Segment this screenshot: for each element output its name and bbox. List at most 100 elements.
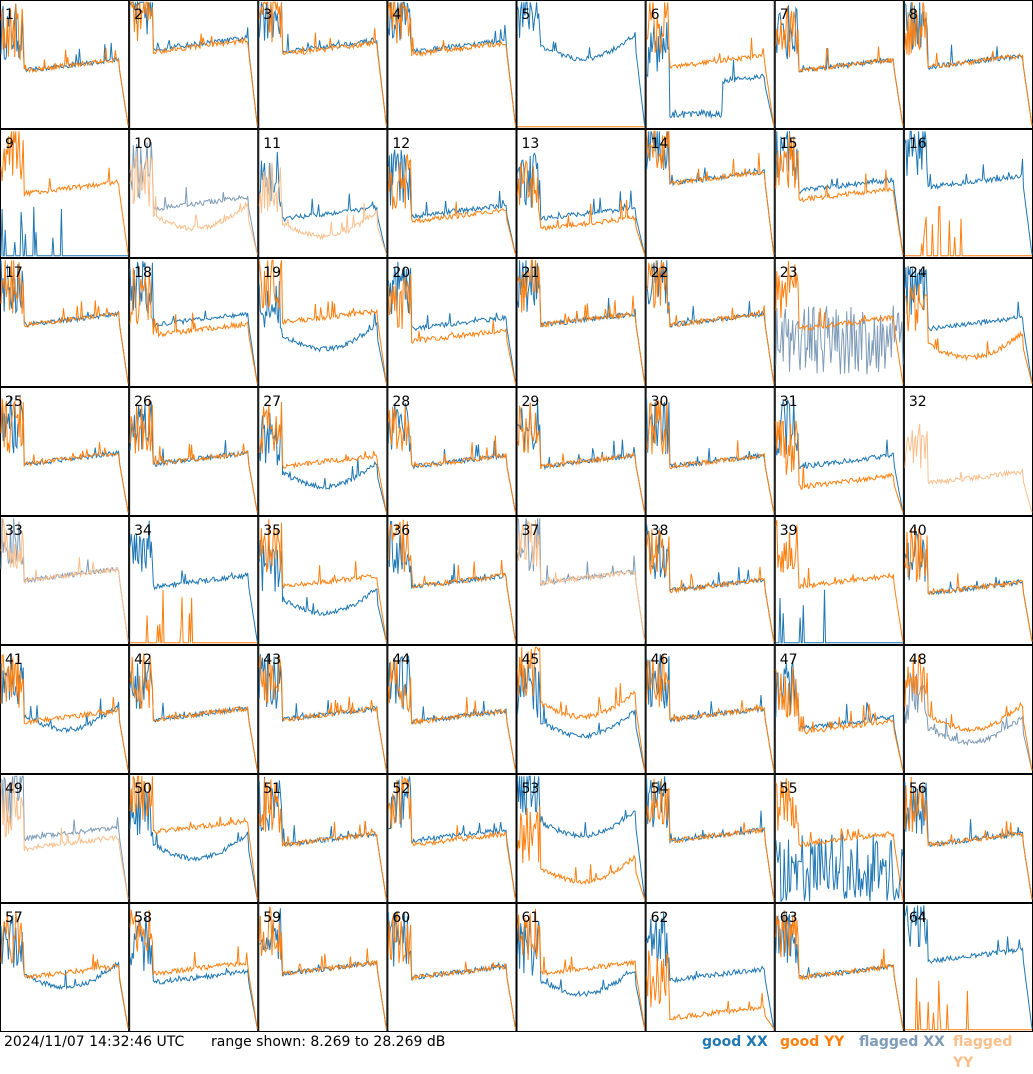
- series-good-xx: [0, 396, 129, 513]
- series-good-xx: [775, 399, 904, 513]
- tile-38: 38: [645, 516, 775, 645]
- tile-label: 32: [909, 394, 927, 410]
- tile-frame: [903, 516, 1033, 645]
- tile-label: 61: [522, 910, 540, 926]
- tile-label: 24: [909, 265, 927, 281]
- tile-label: 63: [780, 910, 798, 926]
- tile-label: 3: [263, 7, 272, 23]
- tile-frame: [387, 0, 517, 129]
- series-good-yy: [258, 656, 387, 771]
- tile-label: 29: [522, 394, 540, 410]
- tile-4: 4: [387, 0, 517, 129]
- tile-32: 32: [903, 387, 1033, 516]
- series-good-xx: [258, 151, 387, 255]
- tile-54: 54: [645, 774, 775, 903]
- series-good-xx: [775, 131, 904, 255]
- series-good-yy: [0, 396, 129, 513]
- tile-label: 55: [780, 781, 798, 797]
- tile-33: 33: [0, 516, 130, 645]
- tile-36: 36: [387, 516, 517, 645]
- tile-56: 56: [903, 774, 1033, 903]
- tile-label: 57: [5, 910, 23, 926]
- series-good-xx: [646, 776, 775, 900]
- legend-good-yy: good YY: [780, 1034, 845, 1050]
- series-good-yy: [646, 130, 775, 255]
- series-good-yy: [646, 950, 775, 1029]
- tile-frame: [0, 774, 130, 903]
- series-good-xx: [517, 662, 646, 771]
- tile-frame: [258, 129, 388, 258]
- series-good-xx: [775, 833, 904, 903]
- tile-label: 52: [392, 781, 410, 797]
- tile-63: 63: [774, 903, 904, 1032]
- series-good-xx: [0, 206, 129, 257]
- tile-label: 10: [134, 136, 152, 152]
- series-good-yy: [258, 519, 387, 642]
- series-good-yy: [904, 205, 1032, 257]
- legend-good-xx: good XX: [702, 1034, 768, 1050]
- series-good-yy: [646, 529, 775, 642]
- tile-label: 60: [392, 910, 410, 926]
- tile-label: 16: [909, 136, 927, 152]
- tile-label: 20: [392, 265, 410, 281]
- tile-64: 64: [903, 903, 1033, 1032]
- tile-51: 51: [258, 774, 388, 903]
- tile-label: 18: [134, 265, 152, 281]
- series-good-xx: [387, 520, 516, 642]
- series-good-yy: [646, 778, 775, 900]
- tile-26: 26: [129, 387, 259, 516]
- series-flagged-yy: [904, 423, 1033, 513]
- tile-44: 44: [387, 645, 517, 774]
- tile-label: 41: [5, 652, 23, 668]
- series-good-yy: [129, 653, 258, 771]
- tile-label: 46: [651, 652, 669, 668]
- tile-3: 3: [258, 0, 388, 129]
- tile-label: 49: [5, 781, 23, 797]
- tile-frame: [516, 387, 646, 516]
- tile-16: 16: [903, 129, 1033, 258]
- tile-frame: [129, 0, 259, 129]
- series-good-yy: [387, 777, 516, 900]
- tile-52: 52: [387, 774, 517, 903]
- tile-1: 1: [0, 0, 130, 129]
- series-good-yy: [517, 259, 646, 384]
- tile-58: 58: [129, 903, 259, 1032]
- tile-label: 37: [522, 523, 540, 539]
- tile-label: 7: [780, 7, 789, 23]
- series-good-yy: [775, 419, 904, 513]
- series-good-xx: [904, 905, 1033, 1029]
- tile-frame: [516, 645, 646, 774]
- series-flagged-xx: [129, 141, 258, 255]
- series-good-yy: [517, 806, 646, 900]
- tile-28: 28: [387, 387, 517, 516]
- tile-21: 21: [516, 258, 646, 387]
- tile-35: 35: [258, 516, 388, 645]
- series-good-xx: [129, 916, 258, 1029]
- series-good-xx: [129, 520, 258, 642]
- tile-39: 39: [774, 516, 904, 645]
- tile-label: 15: [780, 136, 798, 152]
- tile-frame: [0, 129, 130, 258]
- timestamp: 2024/11/07 14:32:46 UTC: [4, 1034, 185, 1050]
- tile-15: 15: [774, 129, 904, 258]
- tile-label: 64: [909, 910, 927, 926]
- series-flagged-yy: [258, 162, 387, 255]
- series-good-yy: [0, 653, 129, 771]
- tile-label: 43: [263, 652, 281, 668]
- series-good-yy: [129, 775, 258, 900]
- series-good-yy: [129, 398, 258, 513]
- tile-label: 36: [392, 523, 410, 539]
- tile-48: 48: [903, 645, 1033, 774]
- tile-label: 19: [263, 265, 281, 281]
- series-flagged-yy: [0, 781, 129, 900]
- tile-43: 43: [258, 645, 388, 774]
- tile-label: 28: [392, 394, 410, 410]
- tile-29: 29: [516, 387, 646, 516]
- tile-30: 30: [645, 387, 775, 516]
- tile-6: 6: [645, 0, 775, 129]
- tile-label: 26: [134, 394, 152, 410]
- tile-14: 14: [645, 129, 775, 258]
- series-good-yy: [904, 776, 1033, 900]
- tile-45: 45: [516, 645, 646, 774]
- tile-7: 7: [774, 0, 904, 129]
